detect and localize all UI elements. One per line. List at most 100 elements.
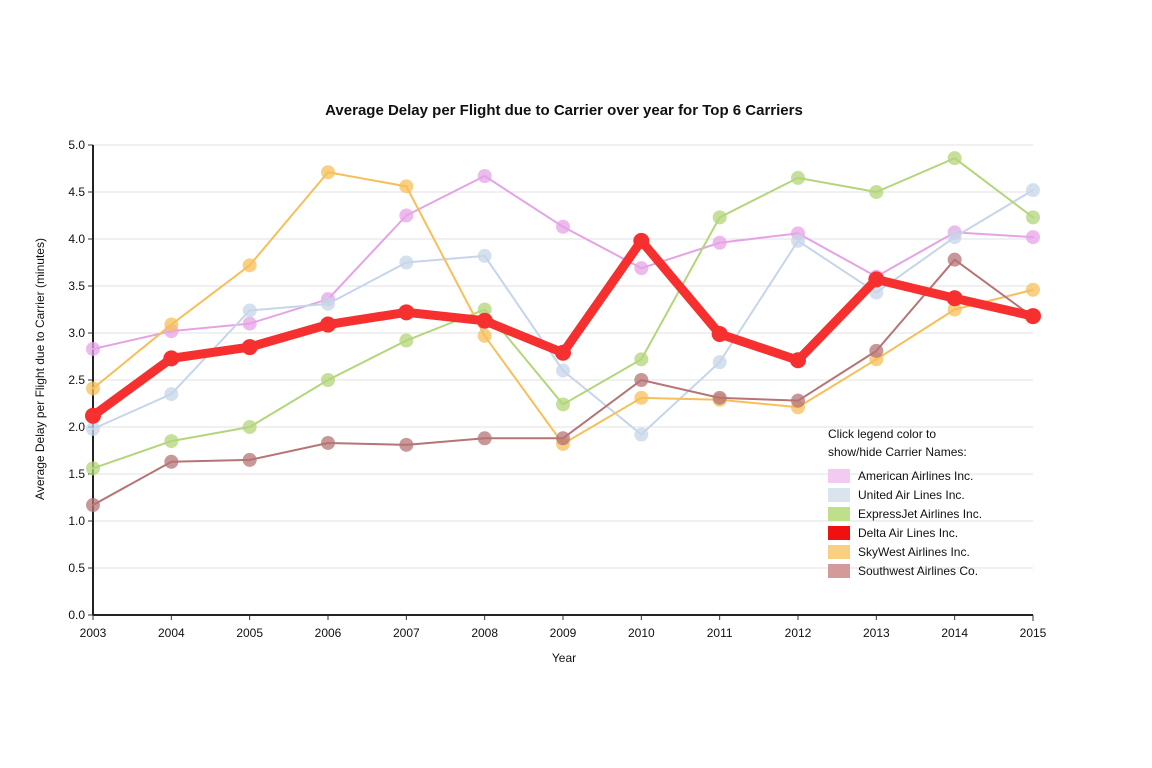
series-layer: [85, 151, 1041, 513]
data-point: [712, 210, 727, 225]
data-point: [164, 387, 179, 402]
data-point: [164, 454, 179, 469]
data-point: [86, 341, 100, 356]
data-point: [399, 333, 414, 348]
data-point: [712, 355, 727, 370]
data-point: [712, 235, 727, 250]
data-point: [634, 352, 649, 367]
y-tick-label: 0.5: [68, 561, 85, 575]
series-line: [92, 175, 1034, 350]
data-point: [242, 258, 257, 273]
data-point: [947, 151, 962, 166]
data-point: [556, 363, 570, 378]
x-tick-label: 2006: [315, 626, 342, 640]
data-point: [947, 302, 962, 317]
x-tick-label: 2012: [785, 626, 812, 640]
legend-item-expressjet-airlines-inc[interactable]: ExpressJet Airlines Inc.: [828, 507, 982, 521]
legend-item-skywest-airlines-inc[interactable]: SkyWest Airlines Inc.: [828, 545, 970, 559]
y-axis-title: Average Delay per Flight due to Carrier …: [33, 238, 47, 500]
series-line: [92, 157, 1034, 470]
legend-label: United Air Lines Inc.: [858, 488, 965, 502]
data-point: [791, 393, 805, 408]
data-point: [791, 233, 805, 248]
legend-title: show/hide Carrier Names:: [828, 445, 967, 459]
y-tick-label: 2.5: [68, 373, 85, 387]
data-point: [85, 407, 101, 424]
data-point: [399, 437, 414, 452]
series-united-air-lines-inc: [86, 183, 1040, 442]
legend-title: Click legend color to: [828, 427, 936, 441]
legend-label: Delta Air Lines Inc.: [858, 526, 958, 540]
chart-title: Average Delay per Flight due to Carrier …: [325, 102, 803, 119]
x-axis-title: Year: [552, 651, 576, 665]
data-point: [556, 219, 570, 234]
data-point: [1026, 230, 1040, 245]
legend-swatch[interactable]: [828, 469, 850, 483]
data-point: [1026, 282, 1040, 297]
data-point: [86, 381, 100, 396]
legend-item-united-air-lines-inc[interactable]: United Air Lines Inc.: [828, 488, 965, 502]
data-point: [791, 170, 805, 185]
data-point: [321, 165, 335, 180]
data-point: [477, 431, 492, 446]
y-tick-label: 3.0: [68, 326, 85, 340]
data-point: [633, 232, 650, 249]
x-tick-label: 2013: [863, 626, 890, 640]
legend-item-american-airlines-inc[interactable]: American Airlines Inc.: [828, 469, 973, 483]
data-point: [242, 452, 257, 467]
data-point: [790, 352, 806, 369]
series-delta-air-lines-inc: [85, 232, 1041, 424]
data-point: [399, 208, 414, 223]
y-tick-label: 1.5: [68, 467, 85, 481]
legend-item-southwest-airlines-co[interactable]: Southwest Airlines Co.: [828, 564, 978, 578]
data-point: [556, 431, 570, 446]
data-point: [477, 328, 492, 343]
legend-swatch[interactable]: [828, 564, 850, 578]
data-point: [399, 255, 414, 270]
legend-swatch[interactable]: [828, 545, 850, 559]
y-tick-label: 0.0: [68, 608, 85, 622]
data-point: [476, 312, 493, 329]
data-point: [946, 290, 963, 307]
x-tick-label: 2010: [628, 626, 655, 640]
x-tick-label: 2003: [80, 626, 107, 640]
data-point: [1026, 183, 1040, 198]
data-point: [321, 296, 335, 311]
data-point: [634, 390, 649, 405]
data-point: [399, 179, 414, 194]
y-tick-label: 5.0: [68, 138, 85, 152]
y-tick-label: 4.5: [68, 185, 85, 199]
legend-label: ExpressJet Airlines Inc.: [858, 507, 982, 521]
data-point: [634, 261, 649, 276]
legend-swatch[interactable]: [828, 488, 850, 502]
series-southwest-airlines-co: [86, 252, 1040, 513]
data-point: [1026, 210, 1040, 225]
data-point: [555, 344, 571, 361]
legend-swatch[interactable]: [828, 526, 850, 540]
data-point: [947, 230, 962, 245]
data-point: [477, 248, 492, 263]
x-tick-label: 2015: [1020, 626, 1047, 640]
data-point: [711, 325, 728, 342]
legend-item-delta-air-lines-inc[interactable]: Delta Air Lines Inc.: [828, 526, 958, 540]
data-point: [556, 397, 570, 412]
data-point: [398, 304, 415, 321]
series-expressjet-airlines-inc: [86, 151, 1040, 476]
data-point: [869, 343, 884, 358]
data-point: [242, 303, 257, 318]
data-point: [477, 302, 492, 317]
data-point: [321, 435, 335, 450]
data-point: [868, 271, 885, 288]
data-point: [242, 316, 257, 331]
data-point: [242, 420, 257, 434]
x-tick-label: 2007: [393, 626, 420, 640]
data-point: [477, 169, 492, 184]
data-point: [86, 498, 100, 513]
data-point: [634, 373, 649, 387]
axes: 0.0 0.5 1.0 1.5 2.0 2.5 3.0 3.5 4.0 4.5 5.0 2003 200…: [68, 138, 1046, 640]
x-tick-label: 2004: [158, 626, 185, 640]
data-point: [712, 390, 727, 405]
legend: Click legend color to show/hide Carrier N…: [828, 427, 982, 578]
legend-swatch[interactable]: [828, 507, 850, 521]
